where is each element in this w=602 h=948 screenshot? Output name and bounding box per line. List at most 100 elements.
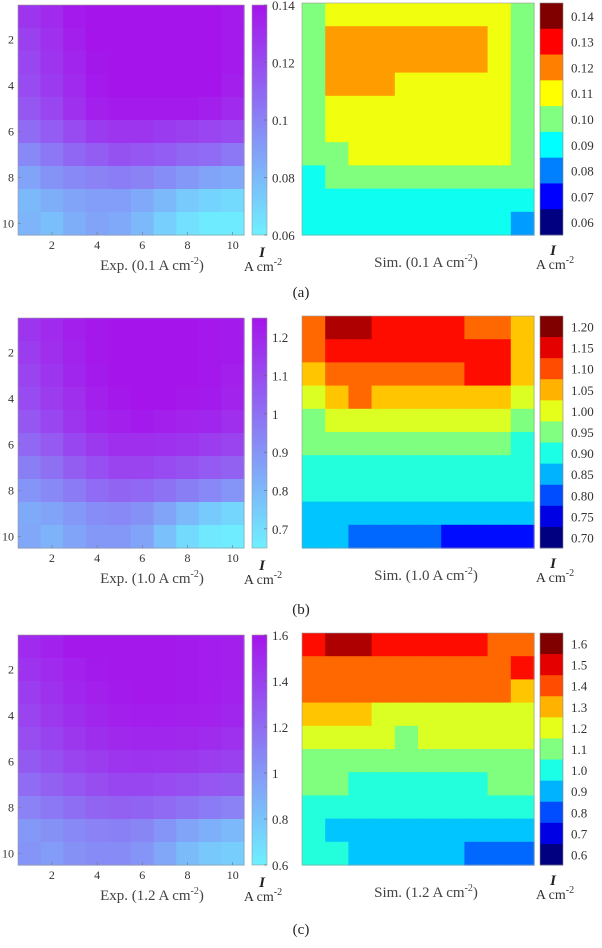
- colorbar-tick-label: 1: [272, 766, 279, 781]
- sim-cell: [487, 49, 512, 74]
- colorbar-tick-label: 0.12: [272, 56, 295, 71]
- sim-colorbar-label: 1.3: [571, 700, 587, 715]
- exp-cell: [221, 387, 245, 411]
- exp-caption: Exp. (1.0 A cm-2): [100, 569, 204, 587]
- exp-cell: [18, 658, 42, 682]
- sim-colorbar-segment: [540, 505, 563, 528]
- exp-cell: [176, 318, 200, 342]
- exp-cell: [198, 704, 222, 728]
- sim-colorbar-label: 1.05: [571, 383, 594, 398]
- sim-cell: [325, 408, 349, 433]
- sim-caption: Sim. (0.1 A cm-2): [374, 253, 478, 271]
- exp-cell: [131, 819, 155, 843]
- exp-cell: [40, 456, 64, 480]
- exp-frame: [17, 4, 245, 236]
- exp-cell: [198, 341, 222, 365]
- sim-cell: [371, 339, 396, 363]
- exp-cell: [153, 704, 177, 728]
- sim-cell: [418, 165, 442, 190]
- x-tick-label: 2: [49, 868, 55, 882]
- exp-cell: [131, 410, 155, 434]
- sim-colorbar-label: 0.08: [571, 164, 594, 179]
- exp-cell: [63, 681, 87, 705]
- sim-cell: [510, 702, 535, 727]
- sim-cell: [418, 142, 442, 166]
- exp-cell: [18, 842, 42, 866]
- sim-cell: [302, 772, 326, 796]
- sim-cell: [441, 432, 465, 456]
- sim-cell: [394, 841, 419, 866]
- sim-cell: [394, 524, 419, 549]
- exp-cell: [198, 681, 222, 705]
- exp-cell: [108, 120, 132, 144]
- exp-cell: [18, 341, 42, 365]
- exp-cell: [85, 166, 109, 190]
- sim-cell: [371, 142, 396, 166]
- exp-cell: [85, 97, 109, 121]
- exp-cell: [18, 212, 42, 236]
- sim-colorbar-segment: [540, 316, 563, 338]
- exp-cell: [40, 166, 64, 190]
- exp-cell: [131, 456, 155, 480]
- sim-cell: [464, 455, 489, 479]
- exp-cell: [18, 410, 42, 434]
- exp-cell: [198, 773, 222, 797]
- exp-cell: [176, 5, 200, 29]
- exp-cell: [63, 387, 87, 411]
- sim-cell: [394, 501, 419, 526]
- exp-cell: [198, 143, 222, 167]
- sim-cell: [325, 501, 349, 526]
- sim-cell: [371, 749, 396, 773]
- exp-cell: [176, 212, 200, 236]
- sim-cell: [441, 633, 465, 657]
- sim-cell: [487, 385, 512, 410]
- exp-cell: [221, 120, 245, 144]
- exp-cell: [63, 189, 87, 213]
- sim-cell: [325, 656, 349, 680]
- exp-cell: [153, 143, 177, 167]
- colorbar-tick-label: 0.14: [272, 0, 295, 13]
- sim-colorbar-label: 1.10: [571, 362, 594, 377]
- sim-cell: [325, 772, 349, 796]
- sim-cell: [394, 26, 419, 50]
- sim-cell: [464, 339, 489, 363]
- sim-cell: [348, 749, 373, 773]
- exp-cell: [131, 796, 155, 820]
- sim-cell: [348, 818, 373, 843]
- exp-cell: [18, 28, 42, 52]
- sim-cell: [464, 702, 489, 727]
- sim-unit-label: A cm-2: [536, 255, 574, 273]
- sim-cell: [302, 72, 326, 97]
- exp-cell: [198, 502, 222, 526]
- sim-cell: [371, 501, 396, 526]
- sim-colorbar-segment: [540, 54, 563, 81]
- sim-cell: [441, 211, 465, 236]
- x-tick-label: 2: [49, 551, 55, 565]
- sim-cell: [464, 26, 489, 50]
- exp-cell: [153, 456, 177, 480]
- sim-cell: [510, 524, 535, 549]
- sim-cell: [464, 142, 489, 166]
- sim-cell: [302, 165, 326, 190]
- sim-cell: [510, 656, 535, 680]
- sim-colorbar-label: 0.90: [571, 446, 594, 461]
- sim-cell: [325, 385, 349, 410]
- exp-cell: [176, 796, 200, 820]
- sim-cell: [394, 702, 419, 727]
- sim-cell: [510, 362, 535, 387]
- sim-cell: [348, 656, 373, 680]
- exp-cell: [108, 97, 132, 121]
- exp-cell: [198, 364, 222, 388]
- sim-cell: [510, 455, 535, 479]
- exp-cell: [153, 51, 177, 75]
- sim-cell: [441, 501, 465, 526]
- sim-cell: [441, 49, 465, 74]
- sim-cell: [348, 702, 373, 727]
- exp-cell: [85, 727, 109, 751]
- sim-cell: [325, 795, 349, 820]
- sim-cell: [441, 95, 465, 120]
- sim-cell: [325, 165, 349, 190]
- sim-cell: [325, 679, 349, 704]
- sim-cell: [394, 432, 419, 456]
- sim-cell: [418, 408, 442, 433]
